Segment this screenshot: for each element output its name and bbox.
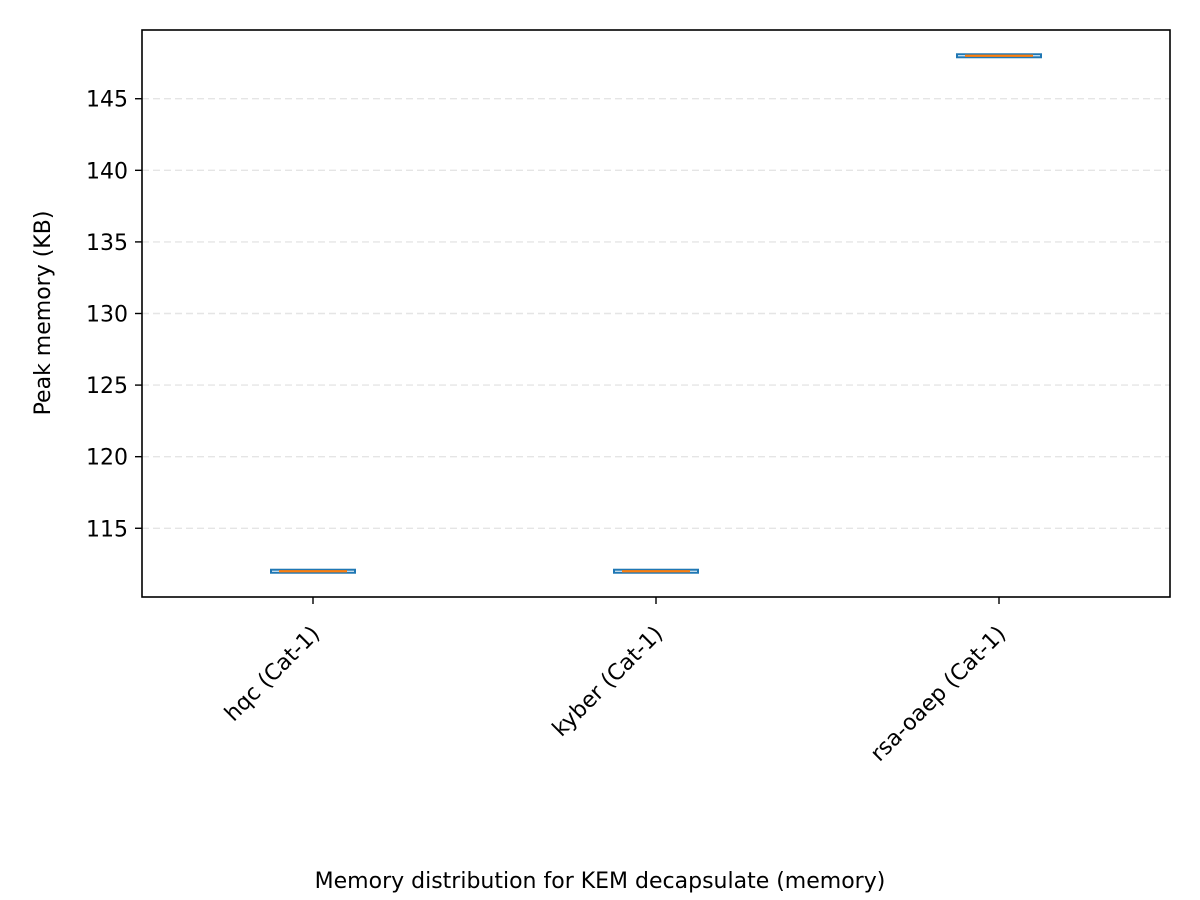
box-layer	[270, 53, 1042, 574]
y-tick-label-0: 115	[86, 517, 128, 542]
box-0	[270, 568, 356, 574]
x-tick-label-2: rsa-oaep (Cat-1)	[866, 622, 1011, 767]
x-axis-ticks: hqc (Cat-1) kyber (Cat-1) rsa-oaep (Cat-1)	[220, 597, 1011, 767]
y-tick-label-3: 130	[86, 303, 128, 328]
y-tick-label-1: 120	[86, 446, 128, 471]
y-tick-label-4: 135	[86, 231, 128, 256]
x-tick-label-1: kyber (Cat-1)	[548, 622, 668, 742]
y-tick-label-2: 125	[86, 374, 128, 399]
y-tick-label-5: 140	[86, 159, 128, 184]
x-axis-label: Memory distribution for KEM decapsulate …	[315, 869, 886, 894]
box-2	[956, 53, 1042, 59]
y-tick-label-6: 145	[86, 88, 128, 113]
box-1	[613, 568, 699, 574]
y-axis-ticks: 115 120 125 130 135 140 145	[86, 88, 142, 542]
x-tick-label-0: hqc (Cat-1)	[220, 622, 325, 727]
grid-lines	[142, 98, 1170, 529]
y-axis-label: Peak memory (KB)	[31, 211, 56, 416]
